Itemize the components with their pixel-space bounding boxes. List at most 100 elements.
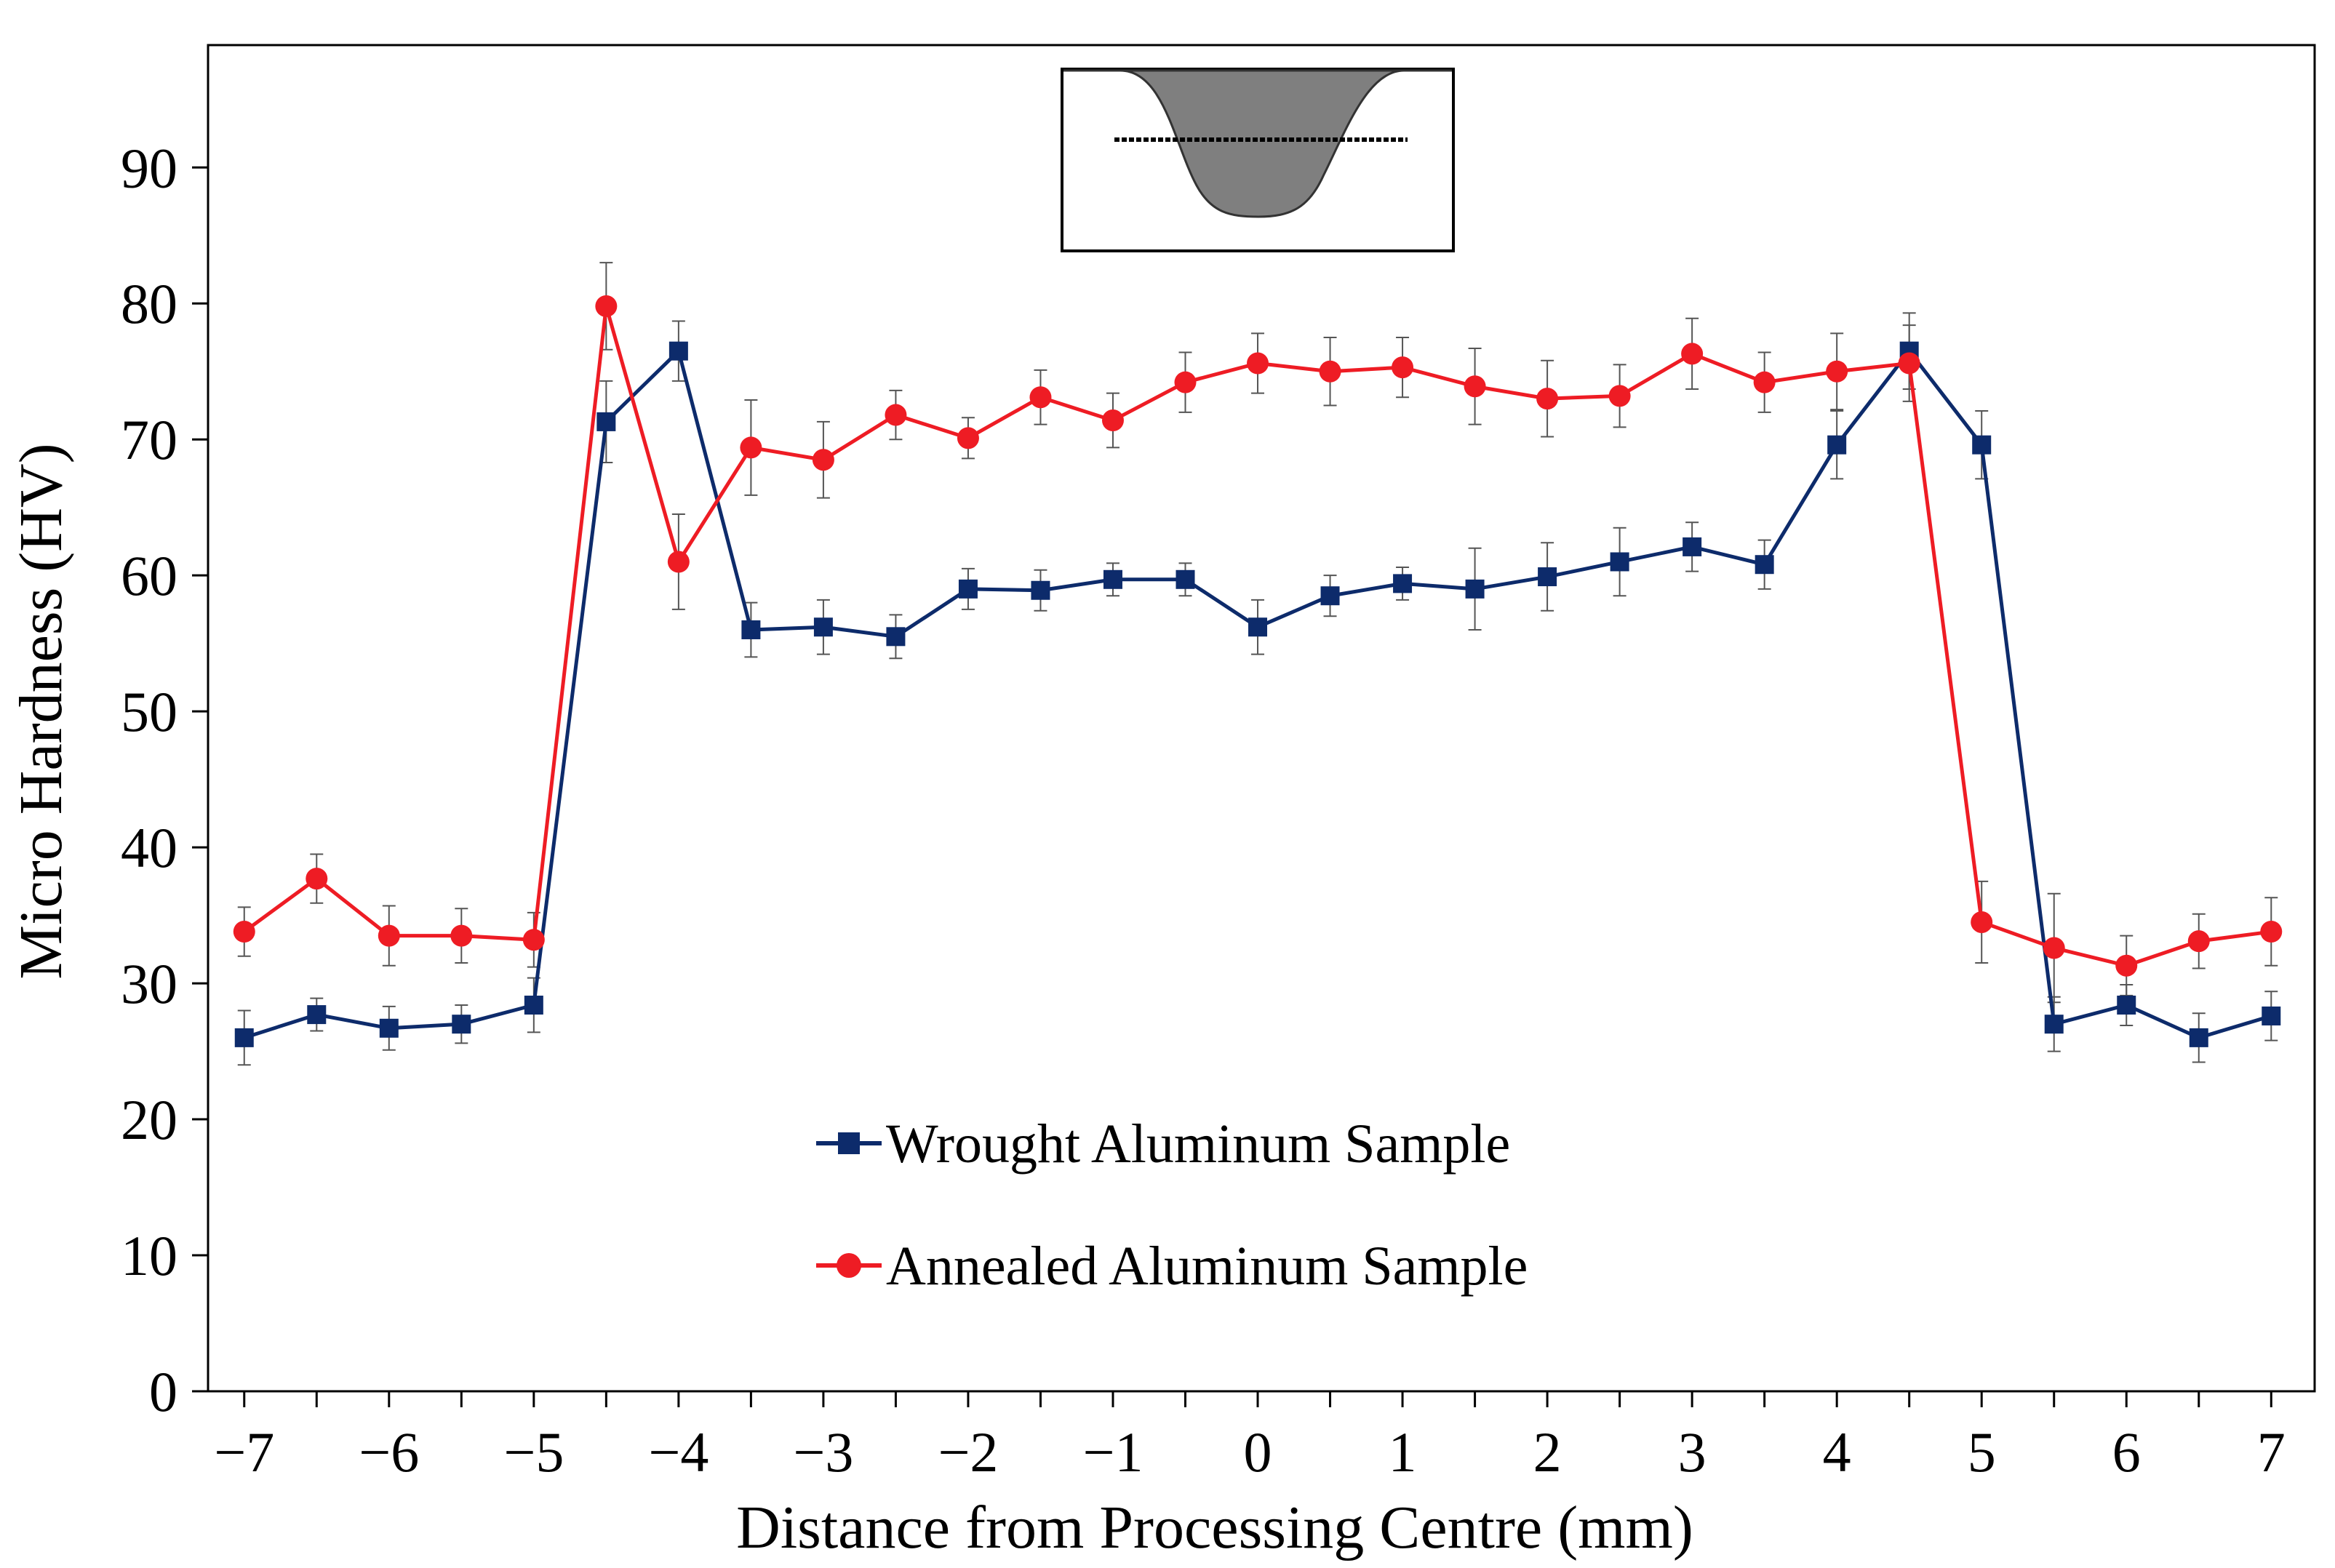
data-point-annealed bbox=[2260, 921, 2283, 943]
data-point-wrought bbox=[958, 579, 978, 599]
data-point-annealed bbox=[1753, 371, 1776, 393]
data-point-wrought bbox=[668, 341, 688, 361]
x-axis-title: Distance from Processing Centre (mm) bbox=[736, 1494, 1693, 1561]
x-tick-label: 1 bbox=[1389, 1420, 1417, 1484]
data-point-annealed bbox=[595, 295, 618, 317]
data-point-annealed bbox=[378, 924, 400, 947]
legend: Wrought Aluminum Sample Annealed Aluminu… bbox=[816, 1113, 1528, 1297]
data-point-wrought bbox=[1972, 435, 1992, 455]
data-point-wrought bbox=[1465, 579, 1485, 599]
data-point-wrought bbox=[2262, 1006, 2281, 1025]
data-point-annealed bbox=[1536, 388, 1559, 410]
data-point-annealed bbox=[812, 449, 834, 471]
data-point-annealed bbox=[1971, 911, 1993, 933]
data-point-wrought bbox=[2117, 996, 2136, 1015]
stir-zone-shape bbox=[1063, 69, 1452, 218]
legend-marker-wrought bbox=[838, 1132, 860, 1154]
x-tick-label: 7 bbox=[2257, 1420, 2286, 1484]
data-point-wrought bbox=[1103, 569, 1122, 589]
data-point-annealed bbox=[1319, 360, 1341, 383]
data-point-wrought bbox=[886, 627, 906, 647]
legend-marker-annealed bbox=[837, 1253, 861, 1278]
x-tick-label: −4 bbox=[648, 1420, 709, 1484]
data-point-annealed bbox=[2043, 937, 2065, 959]
data-point-annealed bbox=[233, 921, 255, 943]
data-point-annealed bbox=[1029, 386, 1052, 409]
data-point-wrought bbox=[1755, 555, 1774, 575]
y-tick-label: 20 bbox=[121, 1088, 177, 1151]
x-tick-label: 5 bbox=[1968, 1420, 1996, 1484]
plot-frame bbox=[207, 44, 2316, 1393]
series-markers bbox=[233, 295, 2283, 1047]
y-tick-label: 40 bbox=[121, 816, 177, 879]
legend-label-annealed: Annealed Aluminum Sample bbox=[886, 1236, 1528, 1297]
data-point-wrought bbox=[1248, 617, 1268, 637]
legend-item-annealed: Annealed Aluminum Sample bbox=[816, 1236, 1528, 1297]
data-point-annealed bbox=[1608, 385, 1631, 407]
x-tick-label: 0 bbox=[1244, 1420, 1272, 1484]
y-tick-label: 0 bbox=[149, 1360, 177, 1423]
x-tick-label: −7 bbox=[214, 1420, 274, 1484]
x-axis: −7 −6 −5 −4 −3 −2 −1 0 1 2 3 4 5 6 7 bbox=[214, 1391, 2286, 1484]
data-point-annealed bbox=[1826, 360, 1848, 383]
x-tick-label: −6 bbox=[359, 1420, 419, 1484]
y-tick-label: 10 bbox=[121, 1224, 177, 1287]
x-tick-label: −5 bbox=[503, 1420, 564, 1484]
data-point-wrought bbox=[379, 1018, 399, 1038]
data-point-wrought bbox=[741, 620, 761, 639]
error-bars bbox=[237, 262, 2278, 1066]
data-point-wrought bbox=[1827, 435, 1847, 455]
y-axis: 0 10 20 30 40 50 60 70 80 90 bbox=[121, 136, 208, 1423]
data-point-annealed bbox=[1174, 371, 1197, 393]
x-tick-label: −3 bbox=[793, 1420, 853, 1484]
data-point-annealed bbox=[1392, 356, 1414, 379]
y-tick-label: 60 bbox=[121, 544, 177, 607]
data-point-annealed bbox=[1681, 343, 1704, 365]
x-tick-label: 2 bbox=[1533, 1420, 1562, 1484]
data-point-wrought bbox=[1393, 574, 1413, 593]
data-point-annealed bbox=[957, 427, 979, 449]
data-point-annealed bbox=[2187, 930, 2210, 953]
x-tick-label: −1 bbox=[1082, 1420, 1143, 1484]
data-point-wrought bbox=[1538, 567, 1557, 587]
data-point-annealed bbox=[1247, 352, 1269, 375]
x-tick-label: 4 bbox=[1823, 1420, 1851, 1484]
data-point-annealed bbox=[306, 868, 328, 890]
data-point-wrought bbox=[1176, 569, 1195, 589]
data-point-wrought bbox=[2189, 1028, 2208, 1047]
x-tick-label: −2 bbox=[938, 1420, 998, 1484]
x-tick-label: 6 bbox=[2112, 1420, 2141, 1484]
y-tick-label: 70 bbox=[121, 408, 177, 471]
y-axis-title: Micro Hardness (HV) bbox=[7, 443, 75, 979]
legend-item-wrought: Wrought Aluminum Sample bbox=[816, 1113, 1510, 1175]
x-tick-label: 3 bbox=[1678, 1420, 1707, 1484]
data-point-annealed bbox=[1464, 375, 1486, 398]
processing-zone-inset bbox=[1061, 68, 1455, 252]
data-point-wrought bbox=[813, 617, 833, 637]
data-point-annealed bbox=[1101, 409, 1124, 432]
data-point-wrought bbox=[1031, 580, 1050, 600]
data-point-wrought bbox=[2044, 1015, 2064, 1034]
data-point-wrought bbox=[524, 996, 543, 1015]
data-point-annealed bbox=[522, 929, 545, 951]
data-point-wrought bbox=[307, 1005, 327, 1025]
data-point-wrought bbox=[234, 1028, 254, 1047]
data-point-annealed bbox=[450, 924, 473, 947]
data-point-wrought bbox=[1320, 586, 1340, 606]
data-point-wrought bbox=[1610, 552, 1629, 572]
y-tick-label: 50 bbox=[121, 680, 177, 743]
data-point-wrought bbox=[596, 412, 616, 431]
legend-label-wrought: Wrought Aluminum Sample bbox=[886, 1113, 1510, 1175]
data-point-annealed bbox=[740, 436, 762, 459]
data-point-annealed bbox=[1898, 352, 1920, 375]
data-point-annealed bbox=[2115, 954, 2138, 977]
y-tick-label: 30 bbox=[121, 952, 177, 1015]
series-line-wrought bbox=[243, 349, 2272, 1040]
data-point-wrought bbox=[1683, 537, 1702, 556]
y-tick-label: 90 bbox=[121, 136, 177, 199]
y-tick-label: 80 bbox=[121, 272, 177, 335]
data-point-annealed bbox=[885, 404, 907, 426]
series-lines bbox=[243, 304, 2272, 1040]
data-point-annealed bbox=[667, 551, 690, 573]
